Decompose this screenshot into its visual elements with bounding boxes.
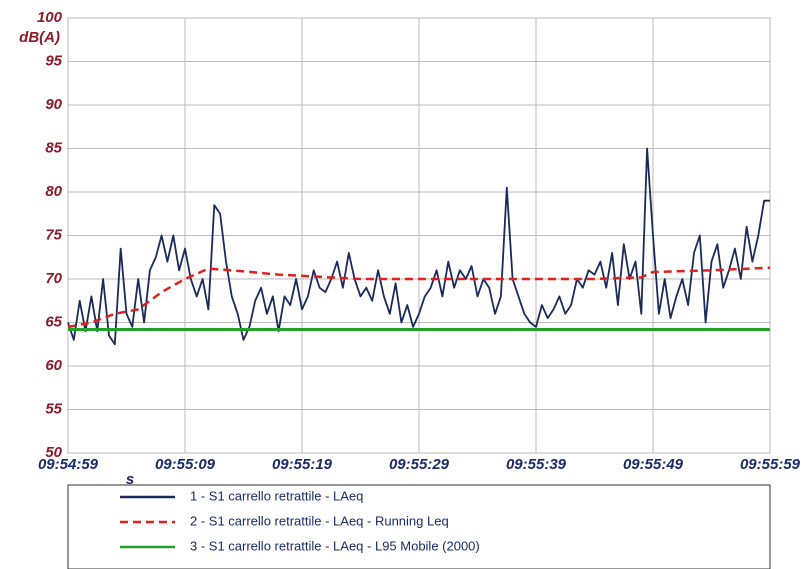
series-line: [67, 266, 771, 329]
y-tick-label: 55: [45, 400, 62, 417]
x-tick-label: 09:55:29: [389, 456, 450, 473]
y-tick-label: 85: [45, 139, 62, 156]
y-tick-label: 80: [45, 183, 62, 200]
x-axis-label: s: [126, 471, 134, 488]
y-axis-label: dB(A): [19, 29, 60, 46]
legend-box: [67, 484, 771, 569]
x-tick-label: 09:55:39: [506, 456, 567, 473]
x-tick-label: 09:55:09: [155, 456, 216, 473]
x-tick-label: 09:54:59: [38, 456, 99, 473]
y-tick-label: 75: [45, 226, 62, 243]
y-tick-label: 60: [45, 357, 62, 374]
legend-label: 2 - S1 carrello retrattile - LAeq - Runn…: [190, 513, 449, 528]
x-tick-label: 09:55:59: [740, 456, 801, 473]
y-tick-label: 65: [45, 313, 62, 330]
y-tick-label: 90: [45, 96, 62, 113]
y-tick-label: 70: [45, 270, 62, 287]
y-tick-label: 100: [37, 9, 63, 26]
y-tick-label: 50: [45, 444, 62, 461]
y-tick-label: 95: [45, 52, 62, 69]
series-line: [67, 147, 770, 346]
x-tick-label: 09:55:49: [623, 456, 684, 473]
legend-label: 3 - S1 carrello retrattile - LAeq - L95 …: [190, 538, 480, 553]
legend-label: 1 - S1 carrello retrattile - LAeq: [190, 488, 363, 503]
x-tick-label: 09:55:19: [272, 456, 333, 473]
